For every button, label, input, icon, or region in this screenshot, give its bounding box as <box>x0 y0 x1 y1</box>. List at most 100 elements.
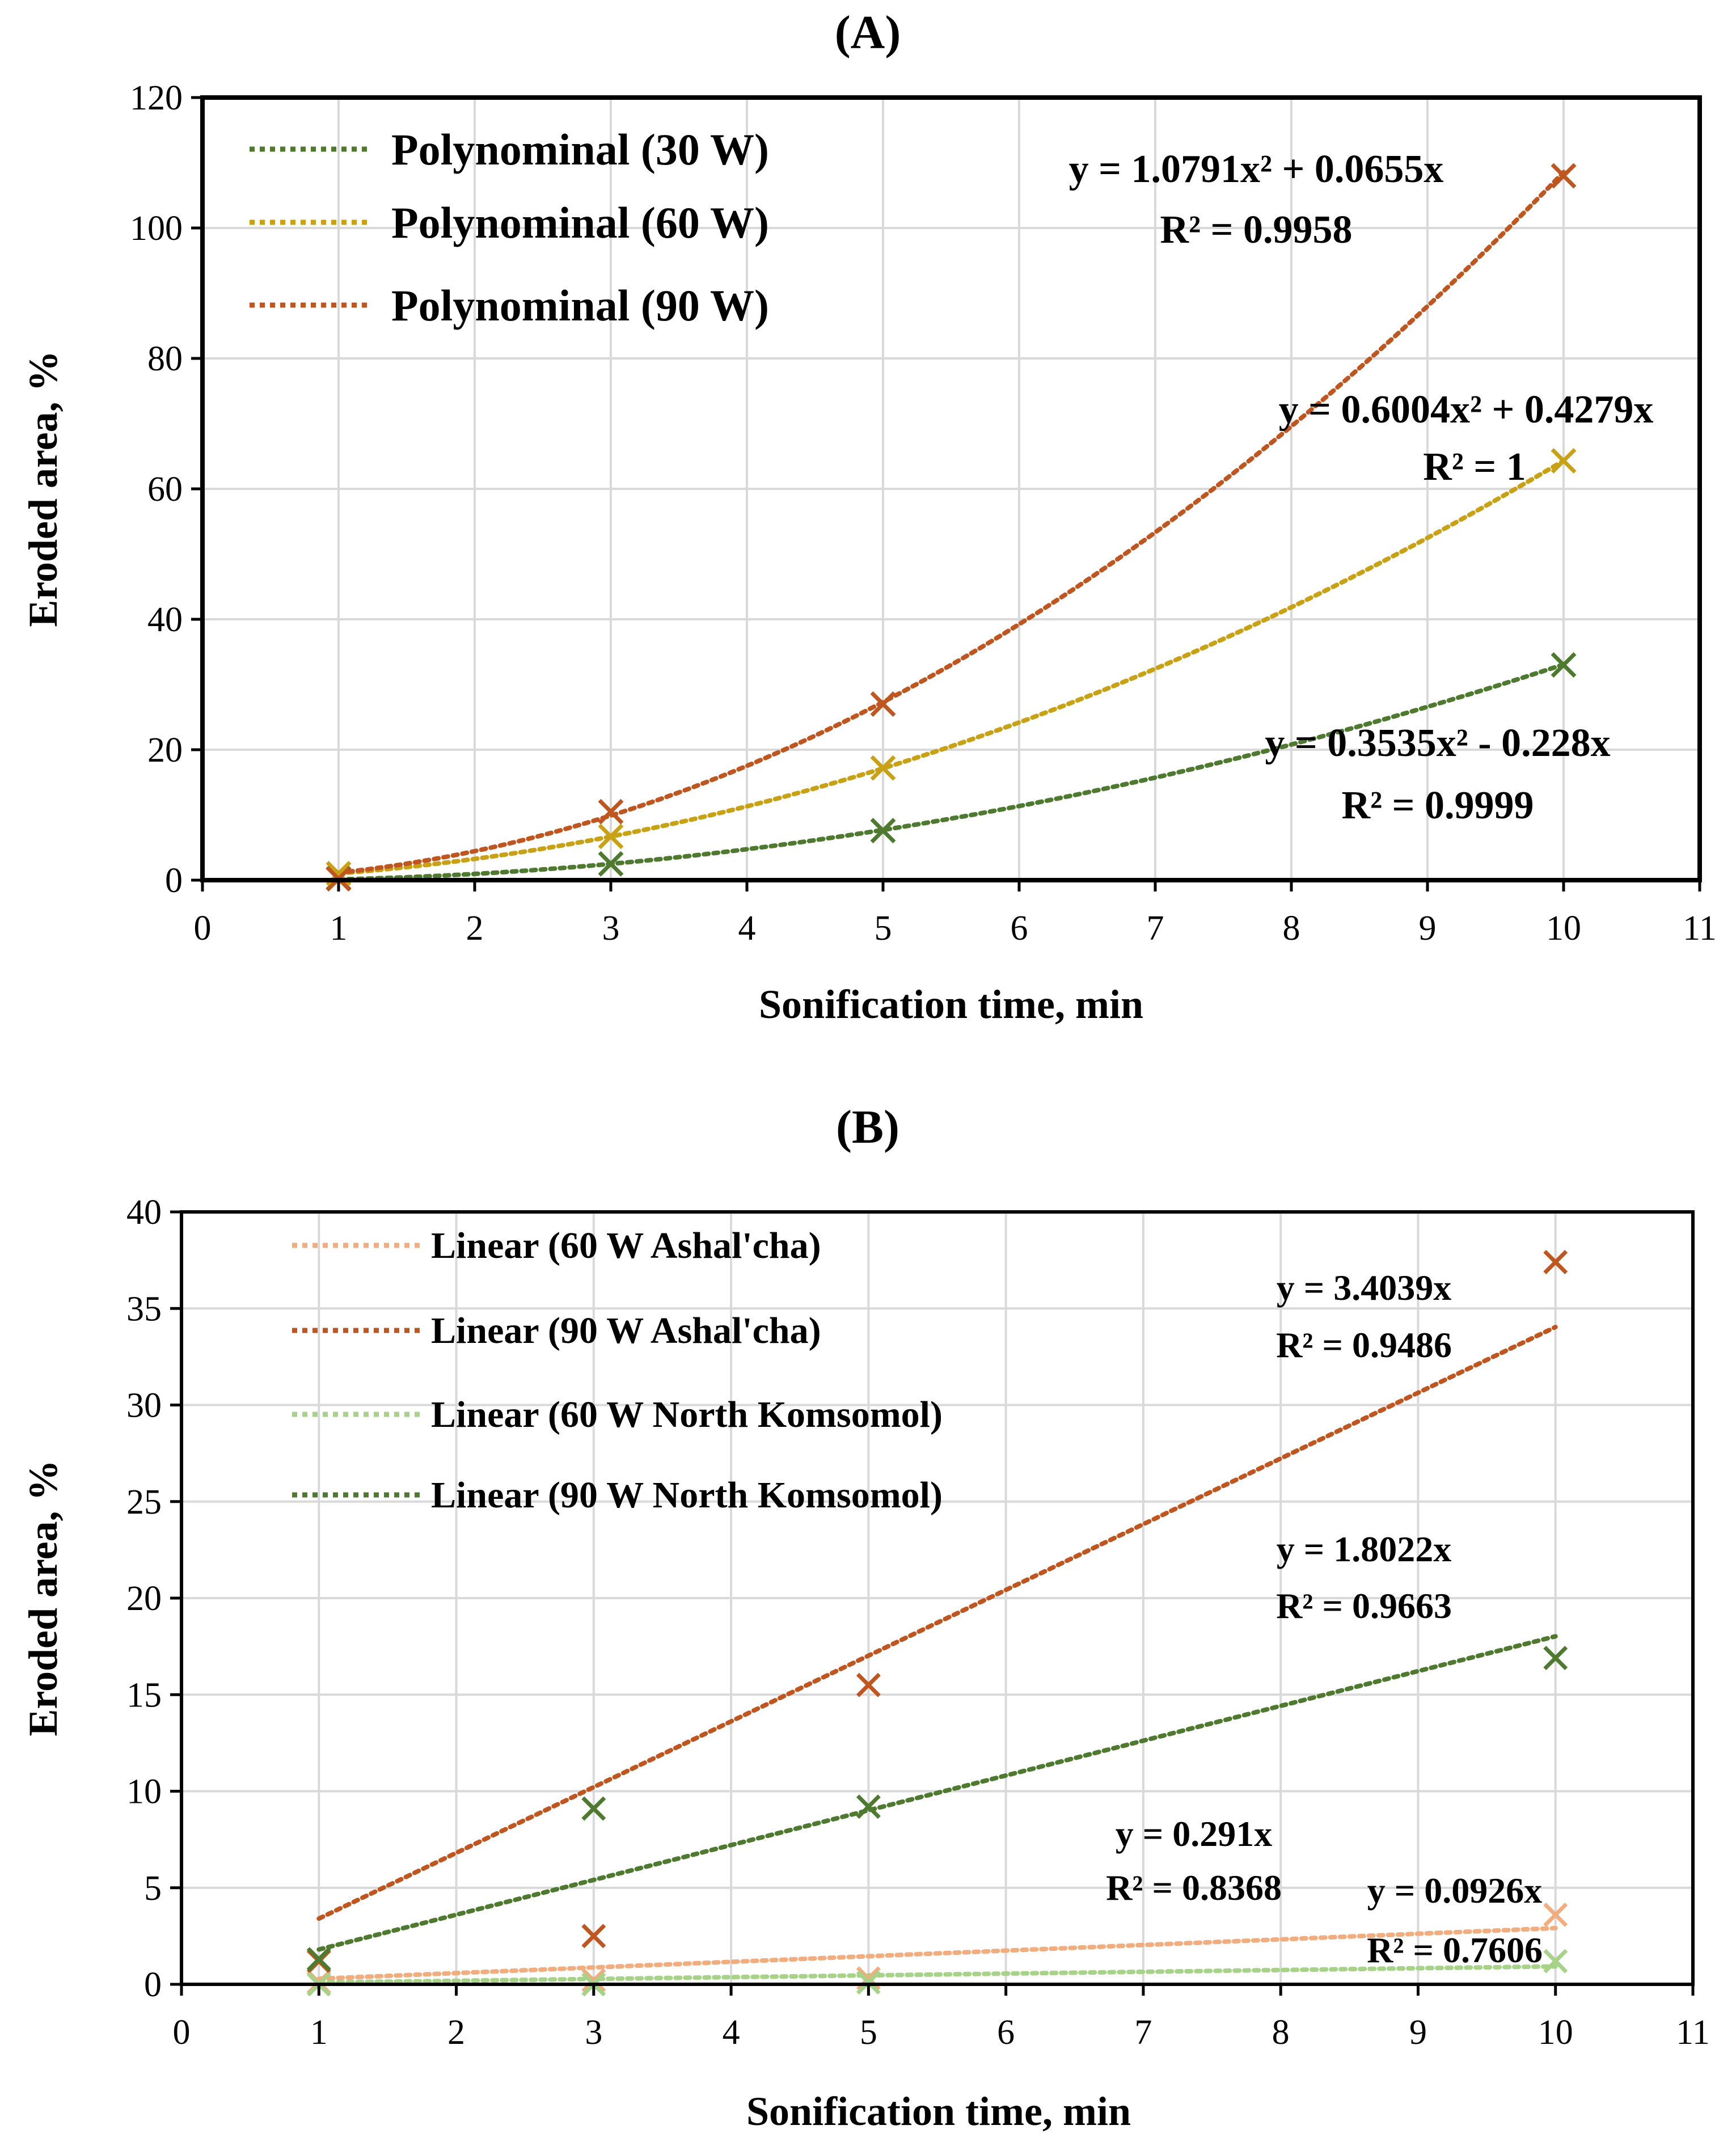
equation-b-90w-ashalcha: y = 3.4039x <box>1277 1267 1451 1308</box>
marker-stroke <box>1551 448 1577 474</box>
marker-stroke <box>870 818 896 844</box>
panel-a-trendline-30-w <box>336 662 1566 882</box>
panel-a-marker-30-w <box>1551 652 1577 678</box>
equation-b-90w-komsomol: y = 1.8022x <box>1277 1529 1451 1569</box>
marker-stroke <box>1543 1949 1568 1974</box>
panel-b-marker-90-w-north-komsomol <box>1543 1646 1568 1671</box>
panel-b-x-tick-label: 1 <box>310 2013 328 2052</box>
panel-b-x-tick-label: 5 <box>860 2013 877 2052</box>
marker-stroke <box>306 1947 331 1972</box>
panel-a-y-axis-title: Eroded area, % <box>20 350 66 627</box>
panel-a-grid <box>202 98 1700 880</box>
equation-a-30w: y = 0.3535x² - 0.228x <box>1265 721 1610 765</box>
marker-stroke <box>1543 1646 1568 1671</box>
panel-b-marker-90-w-ashal-cha <box>581 1924 606 1949</box>
panel-b-trendline-60-w-north-komsomol <box>316 1964 1558 1985</box>
marker-stroke <box>856 1672 881 1697</box>
panel-b-x-tick-label: 3 <box>585 2013 602 2052</box>
panel-b-y-axis-title: Eroded area, % <box>20 1460 66 1736</box>
legend-b-label-90w-ashalcha: Linear (90 W Ashal'cha) <box>431 1310 821 1351</box>
panel-a-y-tick-label: 100 <box>130 209 183 248</box>
panel-a-y-tick-label: 20 <box>147 731 183 770</box>
panel-a-y-tick-label: 40 <box>147 601 183 639</box>
panel-a-y-tick-label: 60 <box>147 470 183 509</box>
panel-b-markers <box>306 1250 1568 1997</box>
panel-a-markers <box>326 163 1577 892</box>
panel-a-x-tick-label: 6 <box>1011 909 1028 948</box>
panel-b-y-tick-label: 0 <box>144 1966 162 2004</box>
panel-b-trendline-60-w-ashal-cha <box>316 1925 1558 1981</box>
panel-a-x-tick-label: 9 <box>1419 909 1437 948</box>
panel-b-y-tick-label: 15 <box>126 1676 162 1714</box>
panel-b-title: (B) <box>836 1101 899 1153</box>
panel-b-marker-90-w-ashal-cha <box>1543 1250 1568 1275</box>
panel-b-x-axis-title: Sonification time, min <box>746 2089 1131 2134</box>
panel-b-x-tick-label: 11 <box>1676 2013 1710 2052</box>
panel-a-x-tick-label: 11 <box>1683 909 1717 948</box>
panel-a-x-tick-labels: 0 1 2 3 4 5 6 7 8 9 10 11 <box>194 880 1717 948</box>
equation-a-60w: y = 0.6004x² + 0.4279x <box>1279 388 1654 432</box>
marker-stroke <box>870 755 896 781</box>
panel-b-trendline-90-w-north-komsomol <box>316 1634 1558 1952</box>
panel-b-marker-60-w-north-komsomol <box>856 1970 881 1995</box>
r2-a-90w: R² = 0.9958 <box>1160 208 1353 252</box>
panel-a-trendlines <box>336 170 1566 882</box>
panel-b-x-tick-label: 7 <box>1134 2013 1152 2052</box>
marker-stroke <box>1551 652 1577 678</box>
panel-b-grid <box>181 1212 1693 1984</box>
panel-b-equations: y = 3.4039x R² = 0.9486 y = 1.8022x R² =… <box>1106 1267 1543 1970</box>
panel-b-x-tick-label: 4 <box>723 2013 740 2052</box>
panel-b-legend: Linear (60 W Ashal'cha) Linear (90 W Ash… <box>292 1225 943 1516</box>
legend-b-label-60w-ashalcha: Linear (60 W Ashal'cha) <box>431 1225 821 1266</box>
panel-b-y-tick-label: 5 <box>144 1869 162 1908</box>
panel-a-x-tick-label: 4 <box>738 909 756 948</box>
panel-b-x-tick-label: 6 <box>997 2013 1015 2052</box>
marker-stroke <box>581 1968 606 1993</box>
legend-b-label-60w-komsomol: Linear (60 W North Komsomol) <box>431 1394 943 1435</box>
panel-b-x-tick-labels: 0 1 2 3 4 5 6 7 8 9 10 11 <box>173 1984 1710 2052</box>
panel-b-marker-90-w-north-komsomol <box>581 1796 606 1821</box>
r2-a-60w: R² = 1 <box>1423 445 1526 489</box>
panel-b-y-tick-label: 40 <box>126 1193 162 1232</box>
panel-b-marker-60-w-ashal-cha <box>1543 1902 1568 1927</box>
marker-stroke <box>598 851 624 877</box>
panel-a-marker-60-w <box>1551 448 1577 474</box>
marker-stroke <box>598 798 624 825</box>
legend-a-label-30w: Polynominal (30 W) <box>391 125 769 174</box>
panel-b-marker-90-w-north-komsomol <box>856 1794 881 1819</box>
r2-b-60w-ashalcha: R² = 0.8368 <box>1106 1867 1282 1908</box>
r2-b-60w-komsomol: R² = 0.7606 <box>1367 1930 1543 1970</box>
panel-a-x-tick-label: 2 <box>466 909 484 948</box>
marker-stroke <box>581 1924 606 1949</box>
r2-a-30w: R² = 0.9999 <box>1342 784 1534 827</box>
panel-a-legend: Polynominal (30 W) Polynominal (60 W) Po… <box>250 125 769 330</box>
panel-a-y-tick-labels: 0 20 40 60 80 100 120 <box>130 79 202 900</box>
panel-b-y-tick-label: 35 <box>126 1290 162 1328</box>
panel-a-trendline-90-w <box>336 170 1566 875</box>
panel-b-x-tick-label: 2 <box>447 2013 465 2052</box>
panel-a-title: (A) <box>835 6 901 59</box>
panel-a-x-tick-label: 7 <box>1147 909 1164 948</box>
panel-a-y-tick-label: 80 <box>147 340 183 378</box>
panel-a-y-tick-label: 120 <box>130 79 183 117</box>
marker-stroke <box>856 1970 881 1995</box>
panel-a-marker-90-w <box>1551 163 1577 189</box>
equation-b-60w-ashalcha: y = 0.291x <box>1116 1814 1272 1854</box>
r2-b-90w-komsomol: R² = 0.9663 <box>1276 1586 1452 1626</box>
legend-a-label-90w: Polynominal (90 W) <box>391 281 769 330</box>
panel-a-x-tick-label: 10 <box>1546 909 1581 948</box>
panel-a-x-tick-label: 3 <box>602 909 620 948</box>
panel-a-chart: (A) 0 1 2 3 4 5 6 7 8 9 10 11 0 20 40 60 80 100 120 Sonif… <box>20 6 1717 1027</box>
panel-b-x-tick-label: 8 <box>1272 2013 1290 2052</box>
panel-a-marker-60-w <box>870 755 896 781</box>
marker-stroke <box>1543 1250 1568 1275</box>
panel-b-x-tick-label: 9 <box>1409 2013 1427 2052</box>
marker-stroke <box>598 823 624 850</box>
panel-a-trendline-60-w <box>336 458 1566 876</box>
panel-a-marker-90-w <box>598 798 624 825</box>
panel-a-equations: y = 1.0791x² + 0.0655x R² = 0.9958 y = 0… <box>1069 147 1654 827</box>
r2-b-90w-ashalcha: R² = 0.9486 <box>1276 1325 1452 1365</box>
panel-b-chart: (B) 0 1 2 3 4 5 6 7 8 9 10 11 0 5 10 15 20 25 30 35 40 Soni… <box>20 1101 1710 2134</box>
panel-b-trendline-90-w-ashal-cha <box>316 1325 1558 1921</box>
